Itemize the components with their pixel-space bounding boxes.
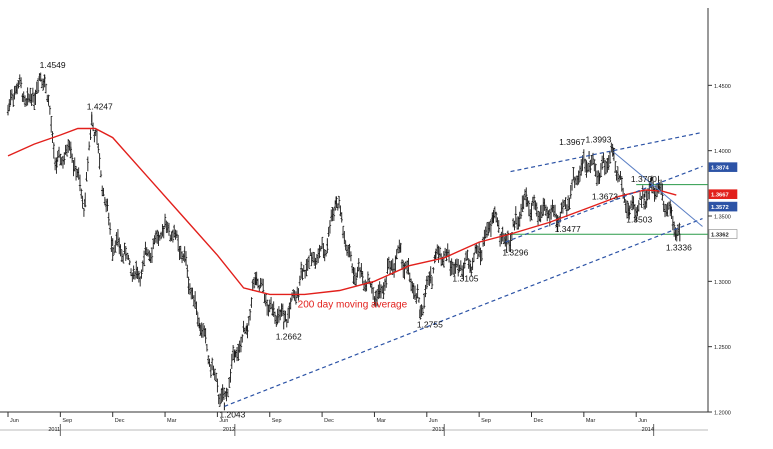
y-tick-label: 1.2000 — [714, 411, 731, 417]
x-year-label: 2011 — [48, 427, 60, 433]
axis-badge-label: 1.3572 — [711, 205, 729, 211]
x-tick-label: Jun — [10, 418, 19, 424]
moving-average-line — [7, 127, 677, 296]
x-tick-label: Sep — [481, 418, 491, 424]
annotation-label: 1.4549 — [40, 60, 66, 70]
trendlines — [224, 131, 703, 407]
y-tick-label: 1.2500 — [714, 345, 731, 351]
x-year-label: 2013 — [432, 427, 444, 433]
x-tick-label: Sep — [272, 418, 282, 424]
x-year-label: 2012 — [223, 427, 235, 433]
x-tick-label: Mar — [167, 418, 177, 424]
annotation-label: 1.3105 — [452, 274, 478, 284]
x-tick-label: Jun — [638, 418, 647, 424]
x-tick-label: Mar — [376, 418, 386, 424]
annotation-label: 1.3700 — [631, 174, 657, 184]
annotation-label: 200 day moving average — [298, 299, 408, 310]
x-axis: Jun Sep Dec Mar Jun Sep Dec Mar Jun Sep Dec Mar Jun 2… — [7, 412, 655, 436]
y-tick-label: 1.4500 — [714, 84, 731, 90]
annotation-label: 1.2755 — [417, 319, 443, 329]
annotation-label: 1.3296 — [502, 248, 528, 258]
axis-badge: 1.3572 — [708, 201, 738, 212]
x-year-label: 2014 — [642, 427, 654, 433]
x-tick-label: Dec — [324, 418, 334, 424]
y-tick-label: 1.3000 — [714, 280, 731, 286]
x-tick-label: Jun — [219, 418, 228, 424]
axis-badge-box — [708, 162, 738, 172]
y-tick-label: 1.3500 — [714, 215, 731, 221]
axis-badge-box — [708, 229, 738, 239]
annotation-label: 1.2662 — [276, 331, 302, 341]
x-tick-label: Mar — [586, 418, 596, 424]
axis-badge-box — [708, 201, 738, 212]
annotation-label: 1.2043 — [219, 409, 245, 419]
annotation-label: 1.3673 — [592, 191, 618, 201]
x-tick-label: Jun — [429, 418, 438, 424]
trendline — [505, 165, 703, 243]
annotation-label: 1.3477 — [555, 224, 581, 234]
y-axis: 1.2000 1.2500 1.3000 1.3500 1.4000 1.4500 1.38… — [708, 84, 738, 417]
annotation-label: 1.3503 — [626, 215, 652, 225]
axis-badge-label: 1.3667 — [711, 193, 729, 199]
x-tick-label: Sep — [62, 418, 72, 424]
trendline — [224, 218, 703, 407]
annotation-label: 1.3336 — [666, 242, 692, 252]
annotation-label: 1.3967 — [559, 137, 585, 147]
annotation-label: 1.3993 — [586, 135, 612, 145]
price-bars — [6, 72, 681, 411]
axis-badge: 1.3362 — [708, 229, 738, 239]
axis-badge-label: 1.3362 — [711, 233, 729, 239]
x-tick-label: Dec — [534, 418, 544, 424]
trendline — [613, 151, 703, 227]
annotations: 1.4549 1.4247 1.2043 1.2662 1.2755 1.3105 1.32… — [40, 60, 692, 419]
moving-average — [7, 127, 677, 296]
axis-badge: 1.3874 — [708, 162, 738, 172]
trendline — [510, 131, 703, 173]
axis-badge: 1.3667 — [708, 189, 738, 199]
y-tick-label: 1.4000 — [714, 149, 731, 155]
axis-badge-box — [708, 189, 738, 199]
x-tick-label: Dec — [115, 418, 125, 424]
annotation-label: 1.4247 — [87, 101, 113, 111]
axis-badge-label: 1.3874 — [711, 166, 730, 172]
axes-frame — [0, 8, 709, 431]
